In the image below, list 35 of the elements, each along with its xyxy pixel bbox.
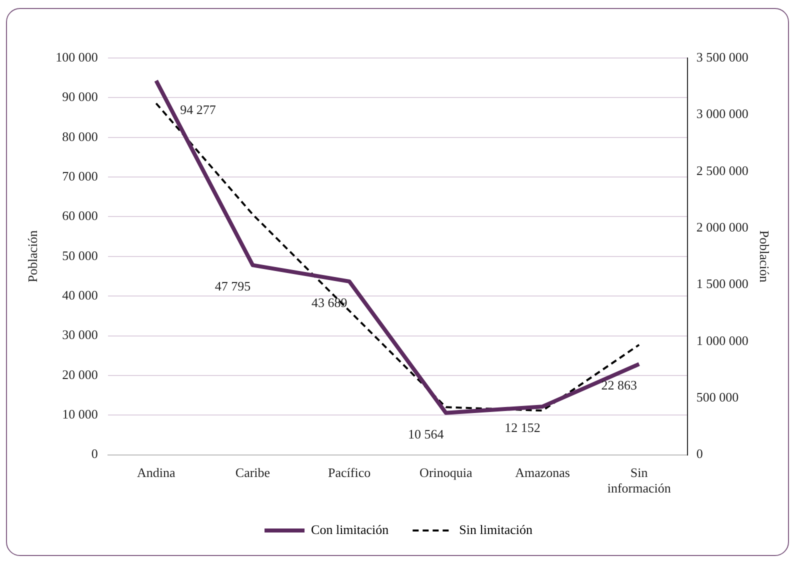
legend-label: Sin limitación: [459, 522, 533, 537]
y-tick-label: 70 000: [62, 168, 98, 184]
y2-tick-label: 3 500 000: [696, 49, 748, 64]
y2-tick-label: 3 000 000: [696, 106, 748, 122]
y-tick-label: 50 000: [62, 248, 98, 263]
x-tick-label: Andina: [137, 465, 176, 480]
x-tick-label: Amazonas: [515, 465, 570, 480]
y-axis-title: Población: [25, 230, 40, 282]
y2-tick-label: 1 000 000: [696, 332, 748, 348]
legend-label: Con limitación: [311, 522, 390, 537]
data-label: 47 795: [214, 278, 251, 294]
y-tick-label: 10 000: [62, 406, 98, 422]
y-tick-label: 0: [91, 446, 98, 462]
data-label: 94 277: [180, 102, 216, 118]
y2-tick-label: 0: [696, 446, 703, 462]
y2-tick-label: 2 500 000: [696, 162, 748, 178]
x-tick-label: Pacífico: [328, 465, 371, 480]
x-tick-label: Caribe: [235, 465, 270, 480]
x-tick-label: Sin información: [607, 465, 672, 496]
data-label: 12 152: [504, 420, 540, 436]
y-tick-label: 100 000: [56, 49, 98, 64]
data-label: 10 564: [408, 426, 444, 442]
data-label: 43 689: [311, 294, 348, 310]
y2-tick-label: 2 000 000: [696, 219, 748, 234]
y-tick-label: 30 000: [62, 327, 98, 342]
y2-axis-title: Población: [756, 230, 772, 283]
y-tick-label: 20 000: [62, 366, 98, 382]
data-label: 22 863: [601, 378, 637, 392]
y2-tick-label: 500 000: [696, 390, 739, 405]
x-tick-label: Orinoquia: [420, 465, 472, 480]
y2-tick-label: 1 500 000: [696, 276, 748, 292]
y-tick-label: 80 000: [62, 128, 98, 144]
y-tick-label: 90 000: [62, 89, 98, 104]
y-tick-label: 40 000: [62, 288, 98, 302]
y-tick-label: 60 000: [62, 208, 98, 224]
